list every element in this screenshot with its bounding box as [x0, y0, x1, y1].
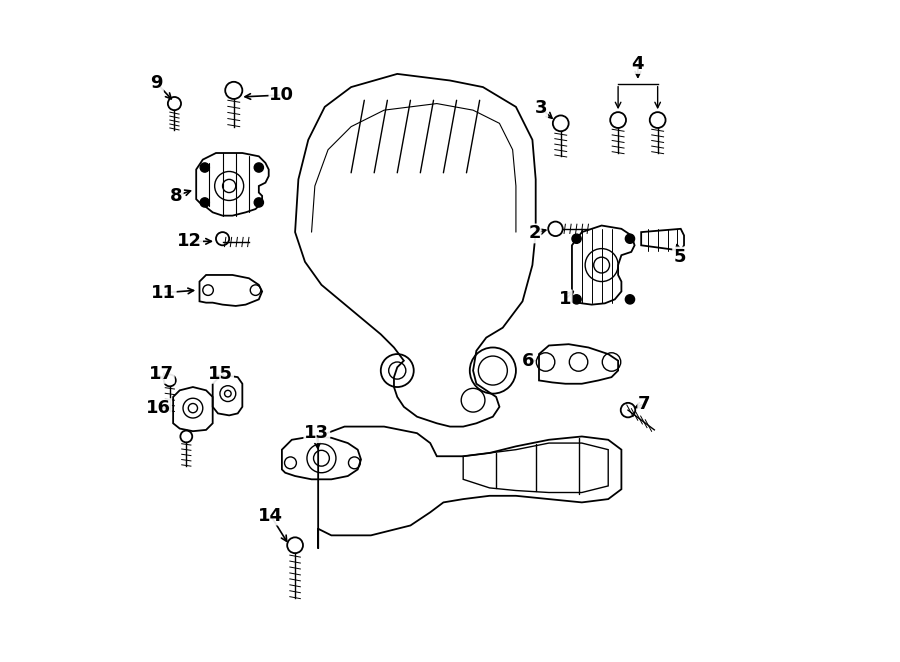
Text: 7: 7 [638, 395, 651, 412]
Text: 10: 10 [269, 86, 294, 104]
Circle shape [200, 198, 210, 207]
Text: 4: 4 [632, 55, 644, 73]
Circle shape [572, 295, 581, 304]
Circle shape [626, 295, 634, 304]
Text: 16: 16 [146, 399, 171, 417]
Circle shape [254, 163, 264, 172]
Text: 17: 17 [148, 365, 174, 383]
Text: 15: 15 [208, 365, 233, 383]
Text: 8: 8 [170, 187, 183, 205]
Text: 5: 5 [673, 248, 686, 265]
Text: 13: 13 [304, 424, 329, 442]
Text: 12: 12 [177, 232, 202, 250]
Circle shape [200, 163, 210, 172]
Circle shape [626, 234, 634, 244]
Text: 14: 14 [258, 506, 284, 524]
Circle shape [572, 234, 581, 244]
Text: 11: 11 [150, 284, 176, 302]
Text: 9: 9 [150, 74, 163, 92]
Circle shape [254, 198, 264, 207]
Text: 1: 1 [559, 291, 572, 308]
Text: 2: 2 [528, 224, 541, 242]
Text: 6: 6 [521, 352, 534, 369]
Text: 3: 3 [535, 99, 547, 117]
